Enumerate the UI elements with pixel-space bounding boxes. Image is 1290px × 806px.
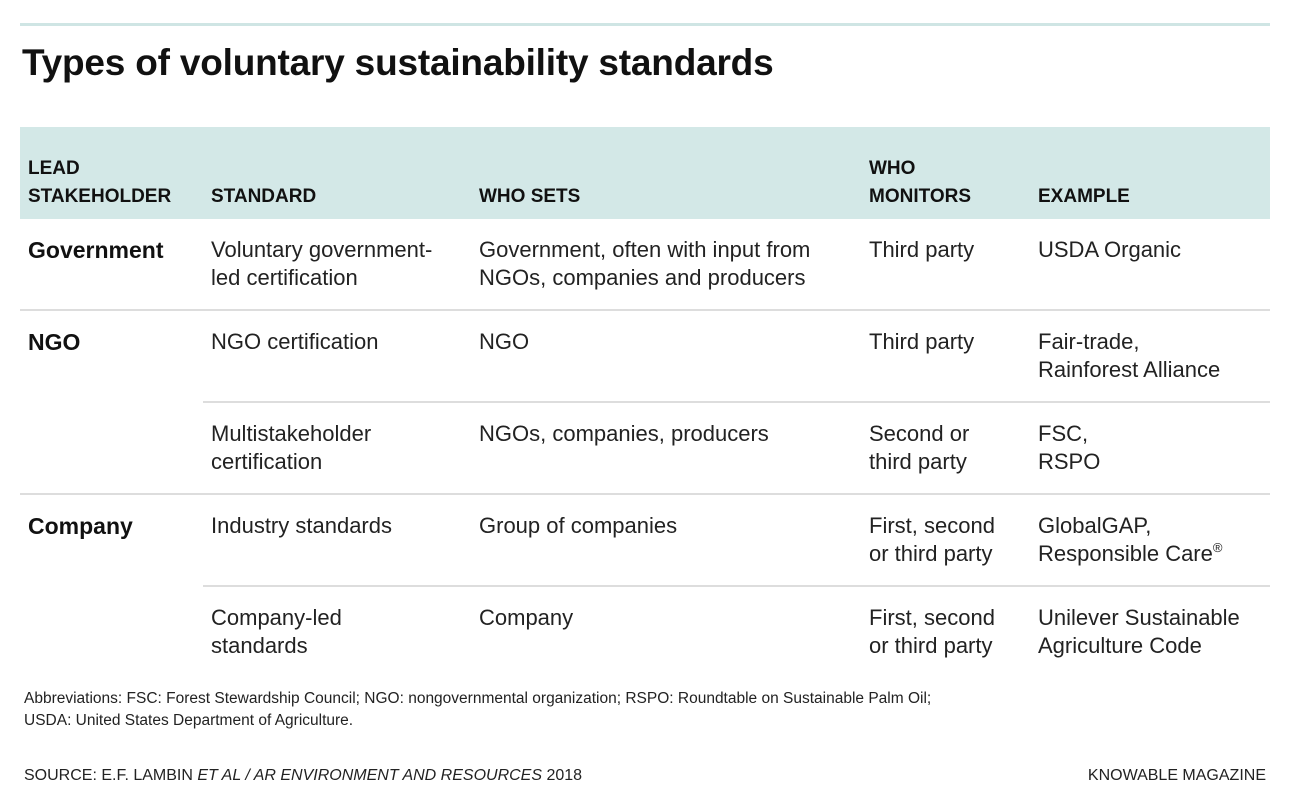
header-who-monitors-line: MONITORS bbox=[869, 186, 972, 207]
cell-line: or third party bbox=[869, 633, 993, 658]
cell-line: NGOs, companies and producers bbox=[479, 265, 806, 290]
cell-line: Agriculture Code bbox=[1038, 633, 1202, 658]
cell-line: Company bbox=[479, 605, 574, 630]
standard-cell: Industry standards bbox=[211, 512, 392, 540]
cell-line-text: Responsible Care bbox=[1038, 541, 1213, 566]
stakeholder-ngo: NGO bbox=[28, 329, 81, 355]
example-cell: Fair-trade, Rainforest Alliance bbox=[1038, 328, 1220, 384]
example-cell: USDA Organic bbox=[1038, 236, 1181, 264]
cell-line: third party bbox=[869, 449, 967, 474]
table-row: Government Voluntary government- led cer… bbox=[20, 219, 1270, 311]
header-lead-stakeholder-line: STAKEHOLDER bbox=[28, 186, 172, 207]
table-row: NGO NGO certification NGO Third party Fa… bbox=[20, 311, 1270, 403]
source-prefix: SOURCE: E.F. LAMBIN bbox=[24, 767, 198, 784]
who-sets-cell: Government, often with input from NGOs, … bbox=[479, 236, 810, 292]
top-rule bbox=[20, 23, 1270, 26]
publisher-credit: KNOWABLE MAGAZINE bbox=[1087, 767, 1266, 784]
registered-mark: ® bbox=[1212, 540, 1223, 555]
abbreviations-line: Abbreviations: FSC: Forest Stewardship C… bbox=[24, 690, 932, 707]
abbreviations-line: USDA: United States Department of Agricu… bbox=[24, 712, 354, 729]
example-cell: Unilever Sustainable Agriculture Code bbox=[1038, 604, 1240, 660]
source-credit: SOURCE: E.F. LAMBIN ET AL / AR ENVIRONME… bbox=[24, 765, 582, 787]
cell-line: Unilever Sustainable bbox=[1038, 605, 1240, 630]
table-row: Multistakeholder certification NGOs, com… bbox=[20, 403, 1270, 495]
standard-cell: Multistakeholder certification bbox=[211, 420, 371, 476]
standards-table: LEAD STAKEHOLDER STANDARD WHO SETS WHO M… bbox=[20, 127, 1270, 679]
standard-cell: Voluntary government- led certification bbox=[211, 236, 432, 292]
cell-line: First, second bbox=[869, 605, 995, 630]
cell-line: or third party bbox=[869, 541, 993, 566]
standard-cell: Company-led standards bbox=[211, 604, 342, 660]
row-divider bbox=[20, 309, 1270, 311]
who-sets-cell: Group of companies bbox=[479, 512, 677, 540]
cell-line: Multistakeholder bbox=[211, 421, 372, 446]
cell-line: Group of companies bbox=[479, 513, 678, 538]
cell-line: GlobalGAP, bbox=[1038, 513, 1152, 538]
cell-line: led certification bbox=[211, 265, 358, 290]
cell-line: standards bbox=[211, 633, 308, 658]
who-sets-cell: NGOs, companies, producers bbox=[479, 420, 769, 448]
who-monitors-cell: First, second or third party bbox=[869, 512, 995, 568]
abbreviations-note: Abbreviations: FSC: Forest Stewardship C… bbox=[24, 688, 1204, 732]
cell-line: Voluntary government- bbox=[211, 237, 433, 262]
cell-line: NGO bbox=[479, 329, 530, 354]
who-monitors-cell: Second or third party bbox=[869, 420, 969, 476]
header-who-monitors: WHO MONITORS bbox=[869, 155, 971, 211]
cell-line: Third party bbox=[869, 329, 975, 354]
cell-line: Second or bbox=[869, 421, 970, 446]
cell-line: NGO certification bbox=[211, 329, 379, 354]
header-standard: STANDARD bbox=[211, 186, 317, 207]
cell-line: RSPO bbox=[1038, 449, 1101, 474]
cell-line: Fair-trade, bbox=[1038, 329, 1140, 354]
cell-line: Government, often with input from bbox=[479, 237, 811, 262]
table-header: LEAD STAKEHOLDER STANDARD WHO SETS WHO M… bbox=[20, 127, 1270, 219]
source-year: 2018 bbox=[542, 767, 583, 784]
who-monitors-cell: Third party bbox=[869, 236, 974, 264]
header-lead-stakeholder-line: LEAD bbox=[28, 158, 80, 179]
who-sets-cell: Company bbox=[479, 604, 573, 632]
row-divider bbox=[203, 401, 1270, 403]
stakeholder-government: Government bbox=[28, 237, 164, 263]
row-divider bbox=[20, 493, 1270, 495]
who-monitors-cell: First, second or third party bbox=[869, 604, 995, 660]
cell-line: First, second bbox=[869, 513, 995, 538]
cell-line: Company-led bbox=[211, 605, 342, 630]
header-example: EXAMPLE bbox=[1038, 186, 1130, 207]
cell-line: NGOs, companies, producers bbox=[479, 421, 769, 446]
who-sets-cell: NGO bbox=[479, 328, 529, 356]
cell-line: Rainforest Alliance bbox=[1038, 357, 1221, 382]
cell-line: Third party bbox=[869, 237, 975, 262]
table-row: Company Industry standards Group of comp… bbox=[20, 495, 1270, 587]
cell-line: Responsible Care® bbox=[1038, 540, 1222, 568]
row-divider bbox=[203, 585, 1270, 587]
example-cell: FSC, RSPO bbox=[1038, 420, 1100, 476]
header-lead-stakeholder: LEAD STAKEHOLDER bbox=[28, 155, 171, 211]
page-title: Types of voluntary sustainability standa… bbox=[22, 42, 774, 83]
cell-line: certification bbox=[211, 449, 323, 474]
cell-line: FSC, bbox=[1038, 421, 1089, 446]
cell-line: Industry standards bbox=[211, 513, 392, 538]
who-monitors-cell: Third party bbox=[869, 328, 974, 356]
source-italic: ET AL / AR ENVIRONMENT AND RESOURCES bbox=[197, 767, 543, 784]
stakeholder-company: Company bbox=[28, 513, 133, 539]
header-who-sets: WHO SETS bbox=[479, 186, 581, 207]
cell-line: USDA Organic bbox=[1038, 237, 1182, 262]
header-who-monitors-line: WHO bbox=[869, 158, 916, 179]
standard-cell: NGO certification bbox=[211, 328, 379, 356]
table-row: Company-led standards Company First, sec… bbox=[20, 587, 1270, 679]
example-cell: GlobalGAP, Responsible Care® bbox=[1038, 512, 1222, 568]
